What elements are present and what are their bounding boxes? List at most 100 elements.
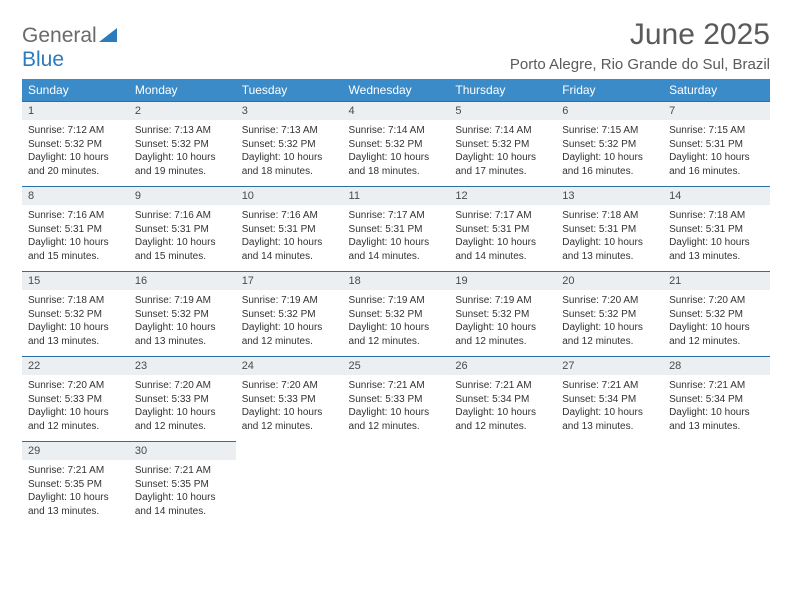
day-content-cell: Sunrise: 7:19 AMSunset: 5:32 PMDaylight:… bbox=[449, 290, 556, 357]
weekday-header: Monday bbox=[129, 79, 236, 102]
day-number-cell: 20 bbox=[556, 272, 663, 291]
sunrise-line: Sunrise: 7:16 AM bbox=[28, 209, 123, 223]
day-content-cell: Sunrise: 7:20 AMSunset: 5:33 PMDaylight:… bbox=[22, 375, 129, 442]
sunrise-line: Sunrise: 7:21 AM bbox=[135, 464, 230, 478]
sunset-line: Sunset: 5:33 PM bbox=[349, 393, 444, 407]
day-content-cell: Sunrise: 7:21 AMSunset: 5:34 PMDaylight:… bbox=[556, 375, 663, 442]
day-number-cell: 12 bbox=[449, 187, 556, 206]
daylight-line: Daylight: 10 hours and 12 minutes. bbox=[349, 321, 444, 348]
day-content-cell: Sunrise: 7:17 AMSunset: 5:31 PMDaylight:… bbox=[449, 205, 556, 272]
sunset-line: Sunset: 5:34 PM bbox=[562, 393, 657, 407]
day-content-cell: Sunrise: 7:18 AMSunset: 5:32 PMDaylight:… bbox=[22, 290, 129, 357]
day-number-cell: 13 bbox=[556, 187, 663, 206]
daylight-line: Daylight: 10 hours and 13 minutes. bbox=[135, 321, 230, 348]
day-content-cell: Sunrise: 7:20 AMSunset: 5:33 PMDaylight:… bbox=[129, 375, 236, 442]
daylight-line: Daylight: 10 hours and 18 minutes. bbox=[349, 151, 444, 178]
day-content-cell bbox=[449, 460, 556, 526]
sunset-line: Sunset: 5:31 PM bbox=[135, 223, 230, 237]
day-content-cell: Sunrise: 7:20 AMSunset: 5:33 PMDaylight:… bbox=[236, 375, 343, 442]
sunset-line: Sunset: 5:32 PM bbox=[28, 138, 123, 152]
weekday-header: Tuesday bbox=[236, 79, 343, 102]
day-content-cell: Sunrise: 7:19 AMSunset: 5:32 PMDaylight:… bbox=[236, 290, 343, 357]
day-number-cell: 1 bbox=[22, 102, 129, 121]
day-number-row: 15161718192021 bbox=[22, 272, 770, 291]
sunset-line: Sunset: 5:32 PM bbox=[242, 138, 337, 152]
sunset-line: Sunset: 5:34 PM bbox=[669, 393, 764, 407]
weekday-header: Wednesday bbox=[343, 79, 450, 102]
sunrise-line: Sunrise: 7:20 AM bbox=[135, 379, 230, 393]
sunrise-line: Sunrise: 7:21 AM bbox=[562, 379, 657, 393]
daylight-line: Daylight: 10 hours and 15 minutes. bbox=[135, 236, 230, 263]
day-number-cell bbox=[663, 442, 770, 461]
daylight-line: Daylight: 10 hours and 14 minutes. bbox=[135, 491, 230, 518]
sunrise-line: Sunrise: 7:16 AM bbox=[135, 209, 230, 223]
daylight-line: Daylight: 10 hours and 12 minutes. bbox=[28, 406, 123, 433]
day-number-cell: 4 bbox=[343, 102, 450, 121]
day-content-cell: Sunrise: 7:16 AMSunset: 5:31 PMDaylight:… bbox=[236, 205, 343, 272]
day-number-cell: 8 bbox=[22, 187, 129, 206]
day-number-cell: 23 bbox=[129, 357, 236, 376]
sunrise-line: Sunrise: 7:17 AM bbox=[455, 209, 550, 223]
sunset-line: Sunset: 5:31 PM bbox=[349, 223, 444, 237]
weekday-header-row: Sunday Monday Tuesday Wednesday Thursday… bbox=[22, 79, 770, 102]
daylight-line: Daylight: 10 hours and 12 minutes. bbox=[135, 406, 230, 433]
logo-sail-icon bbox=[99, 26, 121, 47]
day-number-cell: 19 bbox=[449, 272, 556, 291]
daylight-line: Daylight: 10 hours and 17 minutes. bbox=[455, 151, 550, 178]
daylight-line: Daylight: 10 hours and 13 minutes. bbox=[28, 491, 123, 518]
day-number-cell: 11 bbox=[343, 187, 450, 206]
sunset-line: Sunset: 5:31 PM bbox=[669, 223, 764, 237]
day-content-cell: Sunrise: 7:16 AMSunset: 5:31 PMDaylight:… bbox=[129, 205, 236, 272]
day-content-cell bbox=[663, 460, 770, 526]
day-content-cell: Sunrise: 7:18 AMSunset: 5:31 PMDaylight:… bbox=[663, 205, 770, 272]
day-content-cell: Sunrise: 7:21 AMSunset: 5:35 PMDaylight:… bbox=[129, 460, 236, 526]
daylight-line: Daylight: 10 hours and 18 minutes. bbox=[242, 151, 337, 178]
sunrise-line: Sunrise: 7:19 AM bbox=[455, 294, 550, 308]
daylight-line: Daylight: 10 hours and 12 minutes. bbox=[242, 406, 337, 433]
daylight-line: Daylight: 10 hours and 12 minutes. bbox=[242, 321, 337, 348]
sunset-line: Sunset: 5:32 PM bbox=[349, 308, 444, 322]
day-number-cell: 5 bbox=[449, 102, 556, 121]
day-content-row: Sunrise: 7:18 AMSunset: 5:32 PMDaylight:… bbox=[22, 290, 770, 357]
page-title: June 2025 bbox=[510, 18, 770, 52]
daylight-line: Daylight: 10 hours and 13 minutes. bbox=[669, 406, 764, 433]
day-number-cell: 29 bbox=[22, 442, 129, 461]
sunrise-line: Sunrise: 7:17 AM bbox=[349, 209, 444, 223]
sunset-line: Sunset: 5:32 PM bbox=[562, 138, 657, 152]
day-number-cell bbox=[449, 442, 556, 461]
day-number-cell: 26 bbox=[449, 357, 556, 376]
sunset-line: Sunset: 5:33 PM bbox=[242, 393, 337, 407]
sunset-line: Sunset: 5:32 PM bbox=[135, 138, 230, 152]
day-content-cell: Sunrise: 7:13 AMSunset: 5:32 PMDaylight:… bbox=[236, 120, 343, 187]
sunset-line: Sunset: 5:31 PM bbox=[455, 223, 550, 237]
sunrise-line: Sunrise: 7:18 AM bbox=[669, 209, 764, 223]
day-content-cell: Sunrise: 7:21 AMSunset: 5:34 PMDaylight:… bbox=[663, 375, 770, 442]
day-content-cell: Sunrise: 7:16 AMSunset: 5:31 PMDaylight:… bbox=[22, 205, 129, 272]
daylight-line: Daylight: 10 hours and 14 minutes. bbox=[242, 236, 337, 263]
sunrise-line: Sunrise: 7:12 AM bbox=[28, 124, 123, 138]
sunrise-line: Sunrise: 7:21 AM bbox=[455, 379, 550, 393]
day-content-cell: Sunrise: 7:12 AMSunset: 5:32 PMDaylight:… bbox=[22, 120, 129, 187]
day-content-row: Sunrise: 7:16 AMSunset: 5:31 PMDaylight:… bbox=[22, 205, 770, 272]
sunrise-line: Sunrise: 7:13 AM bbox=[242, 124, 337, 138]
page-subtitle: Porto Alegre, Rio Grande do Sul, Brazil bbox=[510, 56, 770, 73]
calendar-table: Sunday Monday Tuesday Wednesday Thursday… bbox=[22, 79, 770, 526]
day-content-cell: Sunrise: 7:20 AMSunset: 5:32 PMDaylight:… bbox=[556, 290, 663, 357]
sunset-line: Sunset: 5:32 PM bbox=[349, 138, 444, 152]
day-number-row: 22232425262728 bbox=[22, 357, 770, 376]
sunrise-line: Sunrise: 7:14 AM bbox=[455, 124, 550, 138]
day-content-cell bbox=[556, 460, 663, 526]
sunset-line: Sunset: 5:32 PM bbox=[242, 308, 337, 322]
sunset-line: Sunset: 5:32 PM bbox=[669, 308, 764, 322]
daylight-line: Daylight: 10 hours and 16 minutes. bbox=[669, 151, 764, 178]
daylight-line: Daylight: 10 hours and 13 minutes. bbox=[669, 236, 764, 263]
day-content-row: Sunrise: 7:21 AMSunset: 5:35 PMDaylight:… bbox=[22, 460, 770, 526]
daylight-line: Daylight: 10 hours and 20 minutes. bbox=[28, 151, 123, 178]
day-number-cell: 18 bbox=[343, 272, 450, 291]
day-number-cell: 22 bbox=[22, 357, 129, 376]
daylight-line: Daylight: 10 hours and 13 minutes. bbox=[562, 406, 657, 433]
day-number-cell: 7 bbox=[663, 102, 770, 121]
day-number-cell: 28 bbox=[663, 357, 770, 376]
sunrise-line: Sunrise: 7:21 AM bbox=[349, 379, 444, 393]
daylight-line: Daylight: 10 hours and 14 minutes. bbox=[455, 236, 550, 263]
